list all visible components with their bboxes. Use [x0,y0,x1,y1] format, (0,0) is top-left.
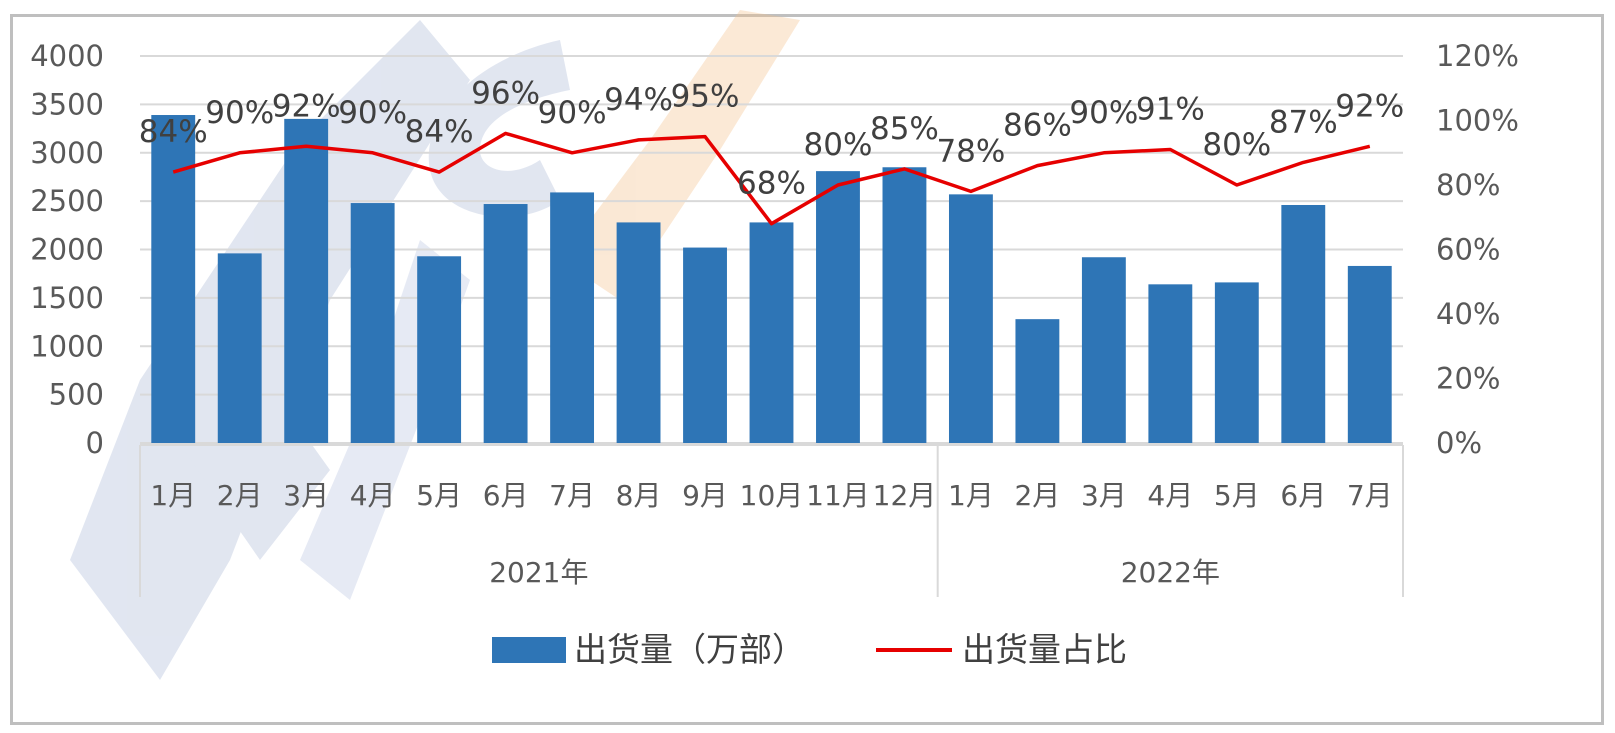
left-axis-tick-label: 1000 [30,329,104,363]
bar [749,222,794,443]
bar [217,253,262,443]
right-axis-tick-label: 80% [1436,168,1500,202]
data-label: 85% [870,111,939,147]
share-line [172,131,1371,226]
bar [1214,282,1259,443]
data-label: 80% [804,127,873,163]
data-label: 92% [1335,88,1404,124]
left-axis-tick-label: 2000 [30,233,104,267]
category-label: 5月 [1214,479,1260,512]
category-label: 9月 [682,479,728,512]
category-label: 1月 [150,479,196,512]
data-label: 84% [139,114,208,150]
right-axis-tick-label: 120% [1436,39,1519,73]
bar [550,192,595,443]
bar [1081,257,1126,443]
data-label: 68% [737,166,806,202]
category-label: 3月 [283,479,329,512]
data-label: 90% [538,95,607,131]
left-axis-tick-label: 0 [86,426,104,460]
left-axis-tick-label: 4000 [30,39,104,73]
category-label: 2月 [1014,479,1060,512]
bar [683,247,727,443]
category-label: 12月 [873,479,937,512]
right-axis-tick-label: 40% [1436,297,1500,331]
left-axis-tick-label: 1500 [30,281,104,315]
data-label: 90% [1069,95,1138,131]
category-label: 10月 [740,479,804,512]
left-axis-tick-label: 2500 [30,184,104,218]
category-label: 3月 [1081,479,1127,512]
data-label: 80% [1202,127,1271,163]
data-label: 90% [205,95,274,131]
bar [948,194,993,443]
chart-frame [10,14,1604,725]
legend-line-label: 出货量占比 [962,630,1127,669]
data-label: 94% [604,82,673,118]
category-label: 11月 [806,479,870,512]
category-label: 4月 [1147,479,1193,512]
bar [1015,319,1060,443]
data-label: 78% [936,133,1005,169]
data-label: 91% [1136,92,1205,128]
bar [1347,265,1392,443]
data-label: 86% [1003,108,1072,144]
category-label: 7月 [1347,479,1393,512]
bar [151,115,196,443]
left-axis-tick-label: 3500 [30,87,104,121]
bar [483,204,528,443]
category-label: 2月 [217,479,263,512]
bar [284,118,329,443]
category-label: 6月 [483,479,529,512]
left-axis-tick-label: 3000 [30,136,104,170]
right-axis-tick-label: 0% [1436,426,1482,460]
data-label: 87% [1269,104,1338,140]
right-axis-tick-label: 100% [1436,104,1519,138]
group-label: 2021年 [489,556,588,589]
category-label: 6月 [1280,479,1326,512]
bar [417,256,462,443]
category-label: 7月 [549,479,595,512]
bar [616,222,661,443]
legend-bar-label: 出货量（万部） [574,630,805,669]
category-label: 1月 [948,479,994,512]
bar [816,171,860,443]
right-axis-tick-label: 20% [1436,362,1500,396]
data-label: 95% [671,79,740,115]
data-label: 84% [405,114,474,150]
bar [1148,284,1193,443]
category-label: 4月 [350,479,396,512]
legend-bar-swatch [492,637,566,663]
data-label: 90% [338,95,407,131]
bar [1281,204,1326,443]
data-label: 96% [471,75,540,111]
right-axis-tick-label: 60% [1436,233,1500,267]
bar [350,203,395,443]
category-label: 8月 [616,479,662,512]
group-label: 2022年 [1121,556,1220,589]
left-axis-tick-label: 500 [49,378,104,412]
data-label: 92% [272,88,341,124]
category-label: 5月 [416,479,462,512]
bar [882,167,927,443]
